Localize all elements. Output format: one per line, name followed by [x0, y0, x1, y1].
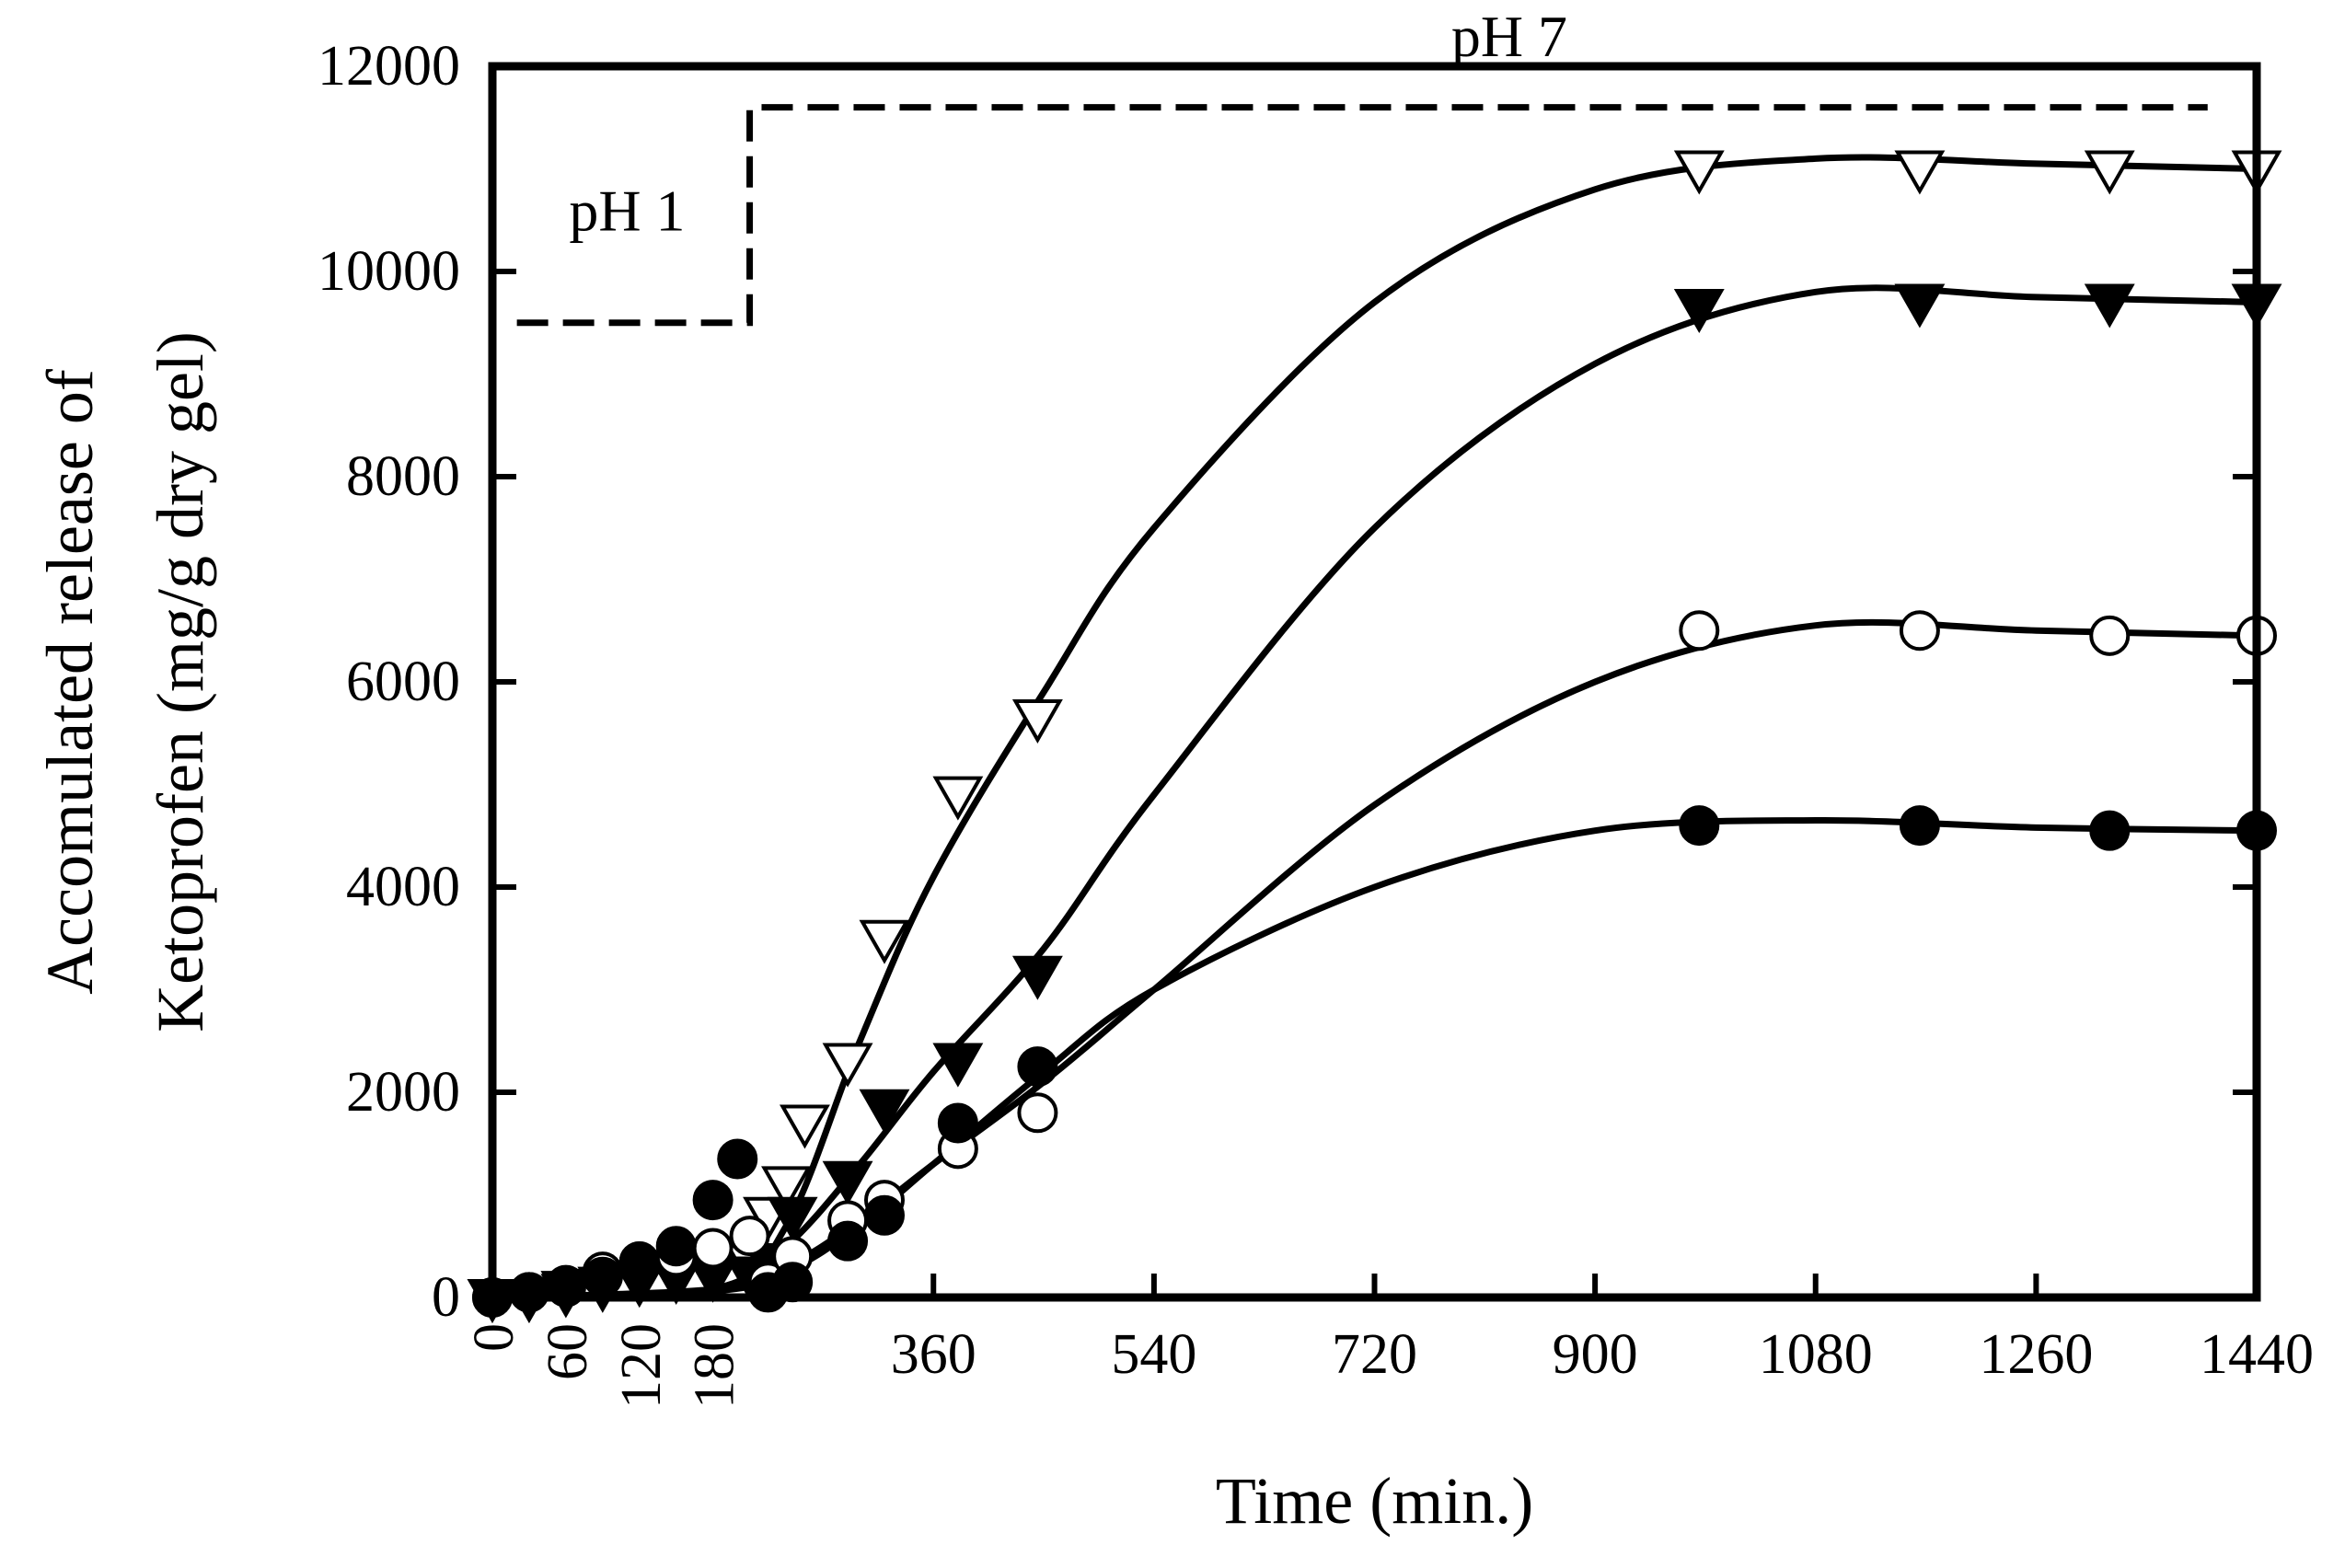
ph-step-line — [516, 104, 2208, 327]
annotation-ph-7: pH 7 — [1451, 4, 1567, 69]
point-filled-circle — [1017, 1046, 1058, 1088]
x-tick-label-rotated: 60 — [537, 1323, 599, 1380]
point-filled-circle — [1899, 805, 1940, 847]
point-filled-triangle-down — [1673, 289, 1725, 334]
point-filled-circle — [582, 1256, 623, 1297]
point-filled-circle — [692, 1180, 734, 1221]
point-filled-circle — [2089, 810, 2131, 851]
point-open-triangle-down — [2084, 150, 2135, 195]
point-open-circle — [692, 1228, 734, 1269]
x-tick-label-rotated: 180 — [684, 1323, 746, 1409]
y-tick-label: 4000 — [346, 856, 460, 918]
annotation-ph-1: pH 1 — [569, 178, 685, 243]
y-tick-label: 6000 — [346, 651, 460, 713]
point-filled-triangle-down — [932, 1043, 984, 1088]
point-open-triangle-down — [1673, 150, 1725, 195]
x-tick-label: 1440 — [2200, 1323, 2314, 1386]
x-tick-label-rotated: 0 — [463, 1323, 526, 1352]
x-axis-title: Time (min.) — [1216, 1464, 1533, 1538]
x-tick-label: 1260 — [1979, 1323, 2093, 1386]
point-filled-circle — [1679, 805, 1720, 847]
plot-frame — [488, 62, 2261, 1302]
point-open-circle — [1679, 610, 1720, 651]
point-open-triangle-down — [932, 776, 984, 821]
x-tick-label: 900 — [1553, 1323, 1638, 1386]
point-filled-triangle-down — [859, 1089, 910, 1134]
x-tick-label: 540 — [1111, 1323, 1196, 1386]
point-open-triangle-down — [822, 1043, 873, 1088]
x-tick-label: 720 — [1332, 1323, 1417, 1386]
point-open-circle — [729, 1216, 770, 1257]
y-tick-label: 12000 — [318, 35, 460, 98]
point-filled-circle — [655, 1226, 697, 1267]
point-open-triangle-down — [859, 919, 910, 964]
y-tick-label: 10000 — [318, 240, 460, 303]
x-tick-label: 360 — [891, 1323, 976, 1386]
series-curve-filled-triangle-down — [491, 284, 2258, 1301]
point-filled-circle — [717, 1138, 758, 1180]
chart-axis-layer: 0 2000 4000 6000 8000 10000 12000 0 60 120 180 360 5… — [318, 35, 2314, 1409]
point-filled-circle — [864, 1194, 905, 1236]
y-tick-label: 2000 — [346, 1061, 460, 1124]
series-curve-open-circle — [491, 618, 2258, 1301]
point-open-triangle-down — [761, 1166, 812, 1211]
point-open-triangle-down — [1011, 699, 1063, 744]
point-filled-circle — [827, 1220, 869, 1262]
y-tick-label: 8000 — [346, 445, 460, 508]
x-tick-label: 1080 — [1759, 1323, 1873, 1386]
x-tick-label-rotated: 120 — [610, 1323, 673, 1409]
chart-marks-layer: pH 1 pH 7 — [467, 4, 2282, 1324]
point-filled-triangle-down — [2084, 283, 2135, 329]
point-filled-triangle-down — [767, 1196, 818, 1241]
point-open-circle — [1017, 1092, 1058, 1134]
point-filled-circle — [937, 1102, 978, 1144]
point-open-circle — [2089, 615, 2131, 656]
series-curve-open-triangle-down — [491, 154, 2258, 1301]
y-axis-title-line2: Ketoprofen (mg/g dry gel) — [144, 331, 217, 1032]
y-axis-title-line1: Accomulated release of — [33, 369, 107, 995]
point-open-triangle-down — [1894, 150, 1946, 195]
point-open-triangle-down — [780, 1104, 830, 1149]
point-filled-triangle-down — [1011, 955, 1063, 1000]
point-filled-circle — [508, 1272, 549, 1313]
point-open-circle — [1899, 610, 1940, 651]
point-filled-triangle-down — [822, 1160, 873, 1205]
point-filled-triangle-down — [1894, 283, 1946, 329]
y-tick-label: 0 — [432, 1266, 460, 1329]
